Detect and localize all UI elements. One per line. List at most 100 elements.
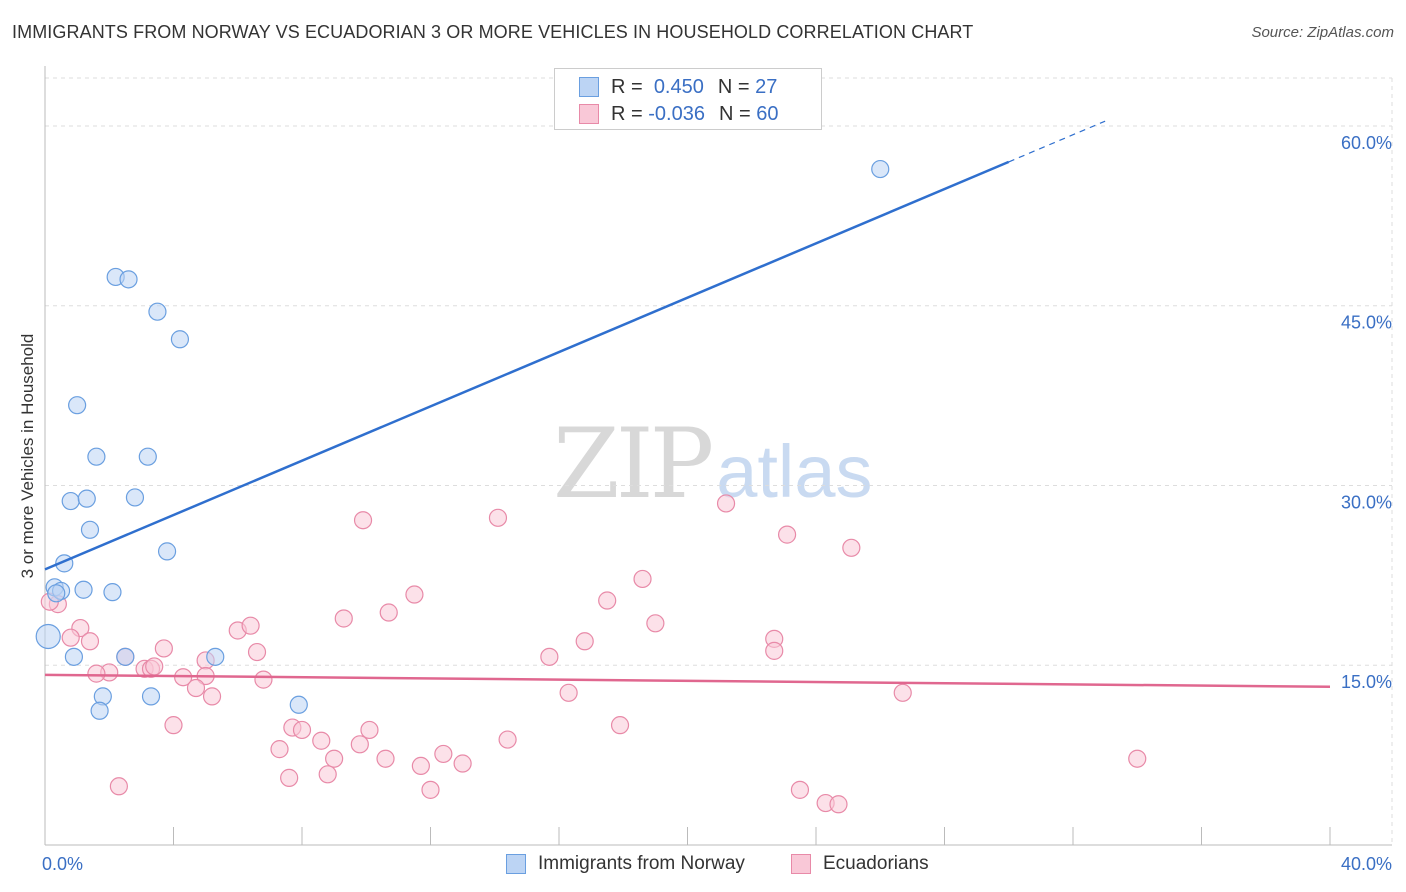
ecuadorians-point xyxy=(145,657,164,676)
grid-lines xyxy=(45,77,1393,845)
ecuadorians-point xyxy=(325,749,344,768)
ecuadorians-point xyxy=(318,765,337,784)
ecuadorians-point xyxy=(559,683,578,702)
ecuadorians-point xyxy=(164,716,183,735)
ecuadorians-point xyxy=(87,664,106,683)
ecuadorians-point xyxy=(540,647,559,666)
ecuadorians-point xyxy=(80,632,100,651)
ecuadorians-point xyxy=(270,740,289,759)
norway-point xyxy=(157,542,177,561)
bottom-legend-norway: Immigrants from Norway xyxy=(506,852,745,876)
ecuadorians-points xyxy=(40,494,1147,814)
bottom-legend-ecuadorians: Ecuadorians xyxy=(791,852,929,876)
ecuadorians-point xyxy=(453,754,472,773)
ecuadorians-point xyxy=(575,632,594,651)
trend-lines xyxy=(44,120,1331,689)
y-tick-label: 60.0% xyxy=(1341,133,1392,153)
ecuadorians-point xyxy=(154,639,173,658)
norway-point xyxy=(148,302,167,321)
ecuadorians-point xyxy=(829,795,848,814)
norway-point xyxy=(116,647,135,666)
legend-r-label: R = xyxy=(611,75,643,98)
norway-legend-label: Immigrants from Norway xyxy=(538,853,745,874)
ecuadorians-point xyxy=(280,768,299,787)
ecuadorians-point xyxy=(247,642,267,662)
ecuadorians-point xyxy=(777,525,797,544)
ecuadorians-point xyxy=(312,731,331,750)
ecuadorians-point xyxy=(109,777,128,796)
norway-point xyxy=(77,489,96,508)
ecuadorians-point xyxy=(360,720,379,740)
chart-title: IMMIGRANTS FROM NORWAY VS ECUADORIAN 3 O… xyxy=(12,22,974,42)
norway-point xyxy=(170,330,190,349)
ecuadorians-point xyxy=(1128,749,1147,768)
legend-row-ecuadorians: R = -0.036 N = 60 xyxy=(579,100,778,128)
norway-point xyxy=(119,270,138,289)
norway-point xyxy=(141,687,161,706)
x-tick-label: 0.0% xyxy=(42,854,83,874)
y-tick-label: 45.0% xyxy=(1341,313,1392,333)
norway-point xyxy=(80,520,100,539)
ecuadorians-point xyxy=(610,716,630,735)
norway-points xyxy=(35,159,890,720)
legend-row-norway: R = 0.450 N = 27 xyxy=(579,73,777,101)
norway-point xyxy=(871,159,890,179)
ecuadorians-point xyxy=(241,616,260,635)
axes xyxy=(44,66,1392,846)
ecuadorians-point xyxy=(421,780,440,799)
norway-point xyxy=(74,580,93,599)
ecuadorians-point xyxy=(646,614,665,633)
y-tick-label: 15.0% xyxy=(1341,672,1392,692)
ecuadorians-point xyxy=(633,569,652,589)
legend-n-label: N = xyxy=(718,102,751,125)
ecuadorians-point xyxy=(411,756,430,776)
ecuadorians-point xyxy=(376,749,395,768)
norway-point xyxy=(35,623,61,650)
norway-point xyxy=(103,583,122,602)
norway-point xyxy=(90,701,109,720)
ecuadorians-point xyxy=(350,735,369,754)
ecuadorians-point xyxy=(842,538,861,557)
norway-legend-swatch xyxy=(506,854,526,874)
ecuadorians-point xyxy=(765,641,784,660)
ecuadorians-point xyxy=(61,628,80,647)
ecuadorians-point xyxy=(598,591,617,610)
ecuadorians-point xyxy=(790,780,810,799)
x-tick-label: 40.0% xyxy=(1341,854,1392,874)
norway-point xyxy=(289,695,308,714)
source-credit: Source: ZipAtlas.com xyxy=(1251,24,1394,41)
norway-point xyxy=(47,584,66,603)
ecuadorians-point xyxy=(202,687,222,706)
ecuadorians-point xyxy=(405,585,424,604)
ecuadorians-point xyxy=(353,511,373,530)
ecuadorians-swatch xyxy=(579,104,599,124)
norway-point xyxy=(138,447,157,466)
ecuadorians-point xyxy=(893,683,912,702)
norway-point xyxy=(125,488,145,507)
legend-n-value-ecuadorians: 60 xyxy=(756,102,779,125)
ecuadorians-legend-label: Ecuadorians xyxy=(823,853,929,874)
ecuadorians-point xyxy=(434,744,453,764)
tick-labels: 15.0% 30.0% 45.0% 60.0% 0.0% 40.0% xyxy=(42,133,1392,874)
ecuadorians-point xyxy=(334,609,353,628)
correlation-legend: R = 0.450 N = 27 R = -0.036 N = 60 xyxy=(554,68,822,130)
norway-trend-extension xyxy=(1008,120,1106,163)
norway-point xyxy=(61,491,80,511)
legend-r-label: R = xyxy=(611,102,643,125)
ecuadorians-point xyxy=(498,730,517,749)
y-tick-label: 30.0% xyxy=(1341,492,1392,512)
norway-point xyxy=(64,647,84,666)
ecuadorians-point xyxy=(488,508,508,527)
ecuadorians-legend-swatch xyxy=(791,854,811,874)
legend-n-label: N = xyxy=(717,75,750,98)
ecuadorians-point xyxy=(716,494,736,513)
norway-point xyxy=(87,447,106,466)
ecuadorians-point xyxy=(254,670,273,689)
legend-n-value-norway: 27 xyxy=(755,75,778,98)
norway-point xyxy=(206,647,225,666)
norway-swatch xyxy=(579,77,599,97)
norway-trend-line xyxy=(44,160,1010,571)
ecuadorians-point xyxy=(292,720,312,740)
legend-r-value-norway: 0.450 xyxy=(653,75,704,98)
